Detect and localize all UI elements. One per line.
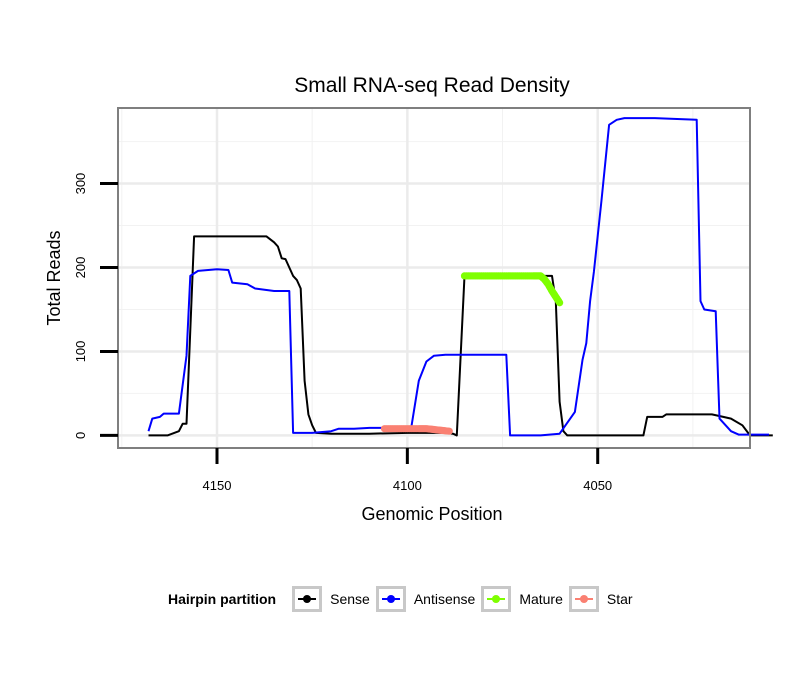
series-line-antisense bbox=[147, 117, 769, 437]
chart-title: Small RNA-seq Read Density bbox=[294, 74, 570, 97]
legend-key-star bbox=[568, 586, 599, 612]
data-point-mature bbox=[556, 299, 564, 307]
plot-panel bbox=[118, 108, 750, 448]
legend-label-sense: Sense bbox=[330, 591, 370, 607]
x-tick-label: 4050 bbox=[583, 478, 612, 493]
legend-key-sense bbox=[292, 586, 323, 612]
grid bbox=[118, 108, 750, 448]
legend-label-antisense: Antisense bbox=[413, 591, 476, 607]
legend-item-sense: Sense bbox=[292, 586, 370, 612]
y-axis-label: Total Reads bbox=[44, 230, 64, 325]
data-point-star bbox=[445, 427, 453, 435]
legend-item-mature: Mature bbox=[481, 586, 563, 612]
x-axis: 4150 4100 4050 bbox=[203, 448, 612, 493]
legend-point bbox=[492, 595, 501, 603]
legend-point bbox=[386, 595, 395, 603]
y-tick-label: 300 bbox=[73, 173, 88, 195]
legend: Hairpin partition Sense Antisense Mature… bbox=[168, 584, 639, 614]
legend-item-star: Star bbox=[568, 586, 633, 612]
legend-key-antisense bbox=[375, 586, 406, 612]
y-tick-label: 100 bbox=[73, 341, 88, 363]
legend-point bbox=[303, 595, 312, 603]
legend-item-antisense: Antisense bbox=[375, 586, 476, 612]
series-layer bbox=[147, 117, 773, 437]
x-axis-label: Genomic Position bbox=[361, 504, 502, 524]
legend-title: Hairpin partition bbox=[168, 591, 277, 607]
legend-label-star: Star bbox=[606, 591, 633, 607]
y-tick-label: 0 bbox=[73, 432, 88, 439]
legend-key-mature bbox=[481, 586, 512, 612]
x-tick-label: 4150 bbox=[203, 478, 232, 493]
x-tick-label: 4100 bbox=[393, 478, 422, 493]
plot-border bbox=[117, 107, 751, 449]
series-line-sense bbox=[148, 235, 773, 437]
y-axis: 0 100 200 300 bbox=[73, 173, 118, 439]
legend-point bbox=[579, 595, 588, 603]
y-tick-label: 200 bbox=[73, 257, 88, 279]
legend-label-mature: Mature bbox=[519, 591, 563, 607]
